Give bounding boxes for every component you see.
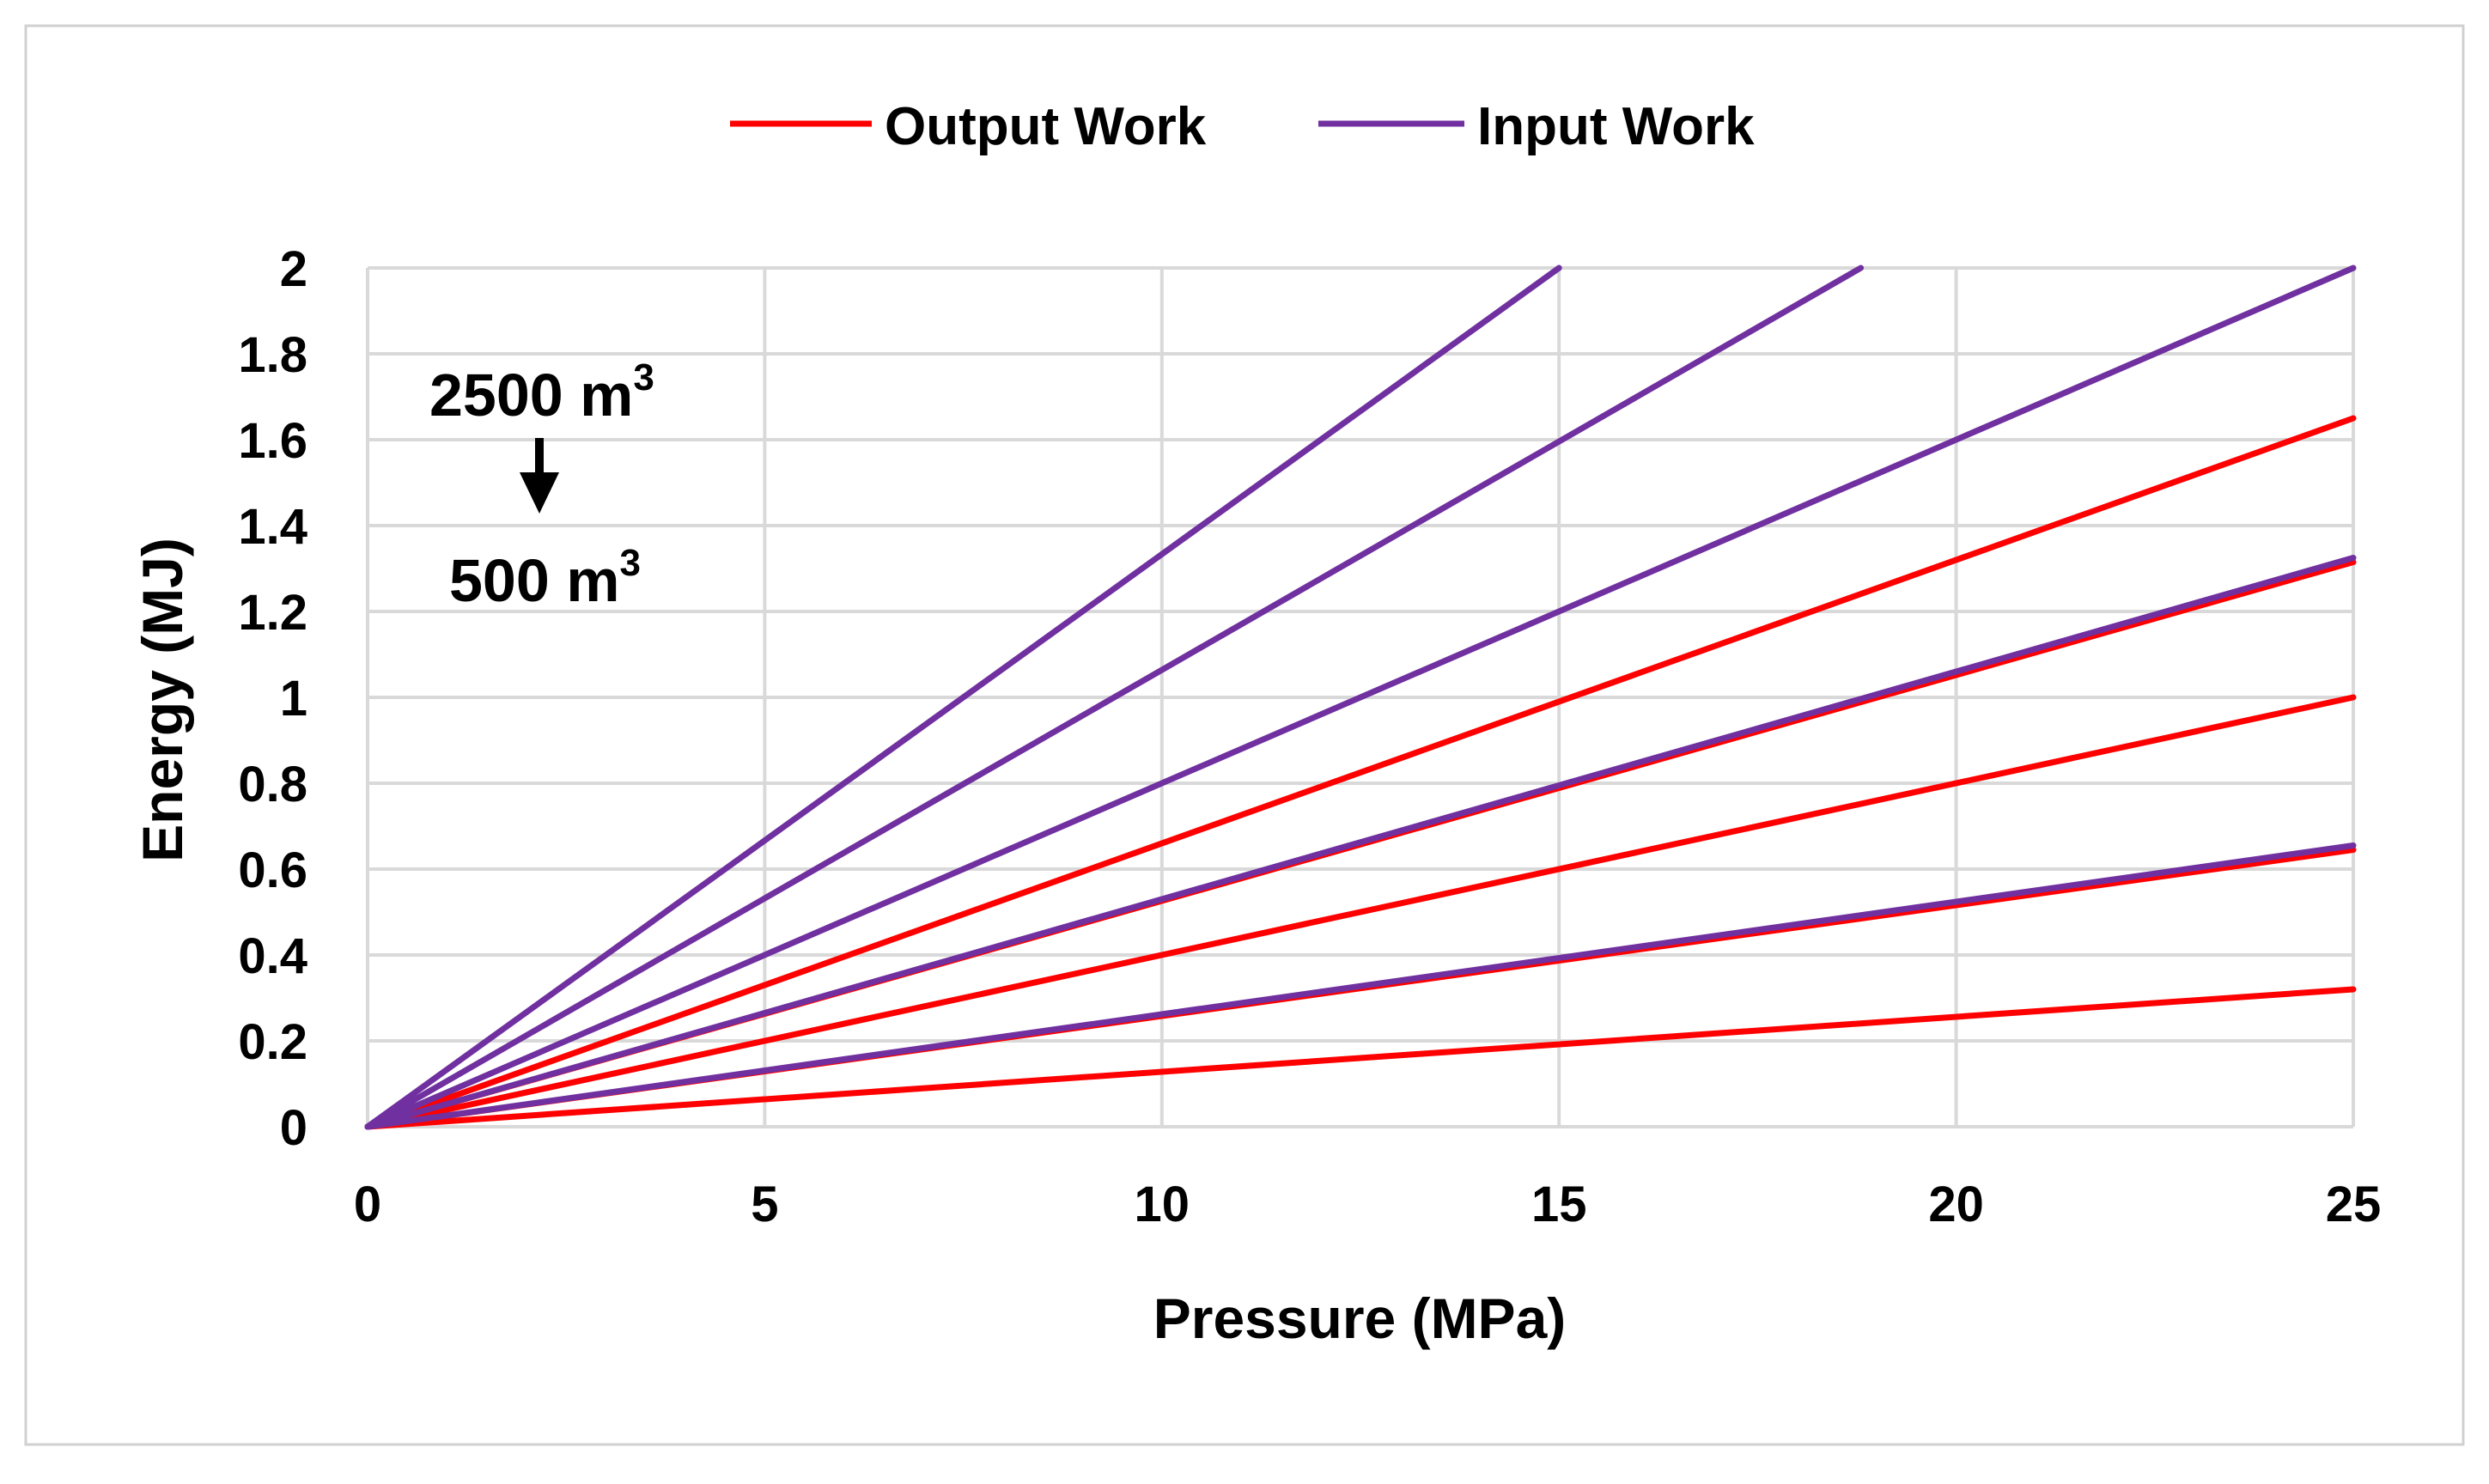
series-line-input-work-1000-m3	[364, 555, 2357, 1130]
y-axis-label: Energy (MJ)	[131, 538, 194, 862]
series-line-output-work-500-m3	[364, 986, 2357, 1130]
annotation-2500-sup: 3	[633, 356, 654, 398]
y-tick-label: 1.8	[238, 327, 307, 383]
series-line-input-work-2000-m3	[364, 265, 1865, 1130]
legend-label-output-work: Output Work	[885, 97, 1207, 156]
series-line-input-work-2500-m3	[364, 265, 1562, 1130]
x-tick-label: 10	[1135, 1177, 1190, 1232]
x-tick-labels: 0 5 10 15 20 25	[354, 1177, 2381, 1232]
y-tick-label: 1	[280, 671, 307, 727]
y-tick-label: 2	[280, 241, 307, 297]
y-tick-label: 1.2	[238, 585, 307, 641]
legend: Output Work Input Work	[730, 97, 1755, 156]
y-tick-label: 0.2	[238, 1014, 307, 1070]
annotation-arrow-head-icon	[520, 472, 559, 514]
x-tick-label: 25	[2326, 1177, 2382, 1232]
volume-annotation: 2500 m3 500 m3	[429, 356, 654, 614]
series-line-input-work-1500-m3	[364, 265, 2357, 1130]
series-line-input-work-500-m3	[364, 842, 2357, 1130]
y-tick-label: 1.4	[238, 499, 307, 555]
annotation-500-sup: 3	[619, 542, 640, 584]
series-line-output-work-1500-m3	[364, 694, 2357, 1130]
chart-frame	[24, 24, 2465, 1446]
x-axis-label: Pressure (MPa)	[1153, 1286, 1567, 1350]
y-tick-label: 0	[280, 1100, 307, 1156]
x-tick-label: 20	[1928, 1177, 1984, 1232]
y-tick-label: 0.4	[238, 928, 307, 984]
x-tick-label: 15	[1531, 1177, 1587, 1232]
annotation-2500-m3: 2500 m3	[429, 356, 654, 429]
x-tick-label: 0	[354, 1177, 381, 1232]
y-tick-label: 1.6	[238, 413, 307, 469]
annotation-2500-base: 2500 m	[429, 362, 633, 429]
series-line-output-work-2500-m3	[364, 415, 2357, 1130]
annotation-500-base: 500 m	[449, 547, 619, 614]
y-tick-label: 0.8	[238, 757, 307, 812]
x-tick-label: 5	[751, 1177, 778, 1232]
y-tick-labels: 0 0.2 0.4 0.6 0.8 1 1.2 1.4 1.6 1.8 2	[238, 241, 307, 1156]
y-tick-label: 0.6	[238, 842, 307, 898]
series-lines	[364, 265, 2357, 1130]
legend-label-input-work: Input Work	[1477, 97, 1755, 156]
annotation-500-m3: 500 m3	[449, 542, 641, 614]
